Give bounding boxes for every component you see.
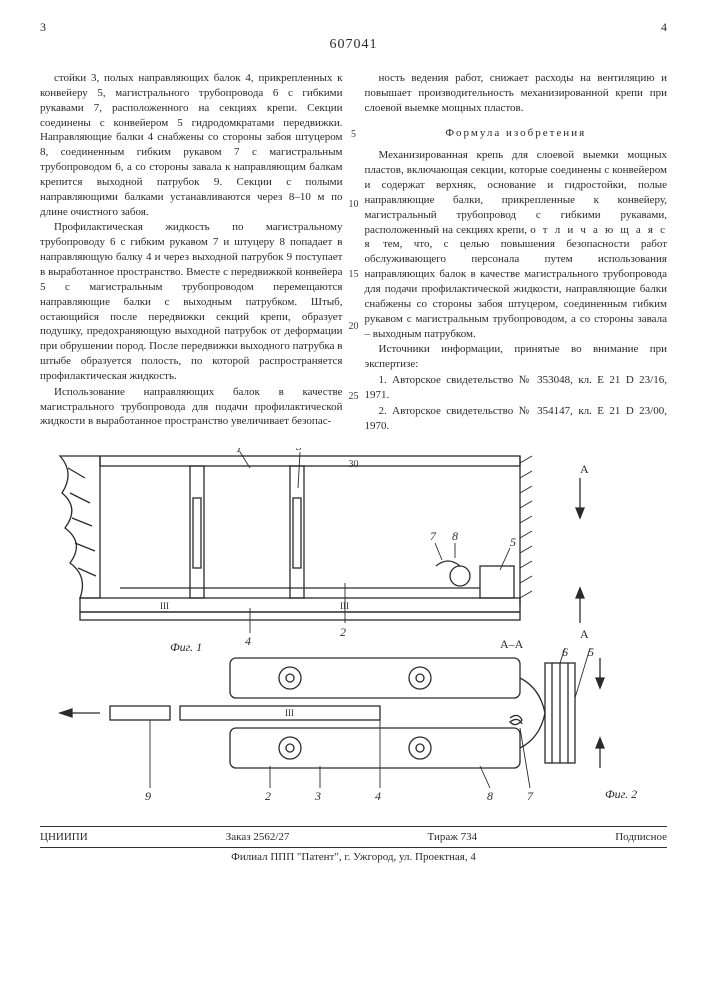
section-a-top: A: [580, 462, 589, 476]
callout: 5: [588, 645, 594, 659]
footer-tirazh: Тираж 734: [428, 831, 478, 843]
text-columns: стойки 3, полых направляющих балок 4, пр…: [40, 71, 667, 434]
hatch-mark: III: [285, 708, 294, 718]
source-item: 2. Авторское свидетельство № 354147, кл.…: [365, 404, 668, 434]
footer: ЦНИИПИ Заказ 2562/27 Тираж 734 Подписное: [40, 826, 667, 848]
line-num: 20: [349, 321, 359, 332]
hatch-mark: III: [340, 601, 349, 611]
sources-title: Источники информации, принятые во вниман…: [365, 342, 668, 372]
callout: 2: [265, 789, 271, 803]
line-num: 25: [349, 391, 359, 402]
formula-title: Формула изобретения: [365, 126, 668, 141]
hatch-mark: III: [160, 601, 169, 611]
line-num: 10: [349, 199, 359, 210]
page-num-left: 3: [40, 20, 46, 35]
fig1-label: Фиг. 1: [170, 640, 202, 654]
line-num: 15: [349, 269, 359, 280]
claim-part: тем, что, с целью повышения безопасности…: [365, 238, 668, 339]
callout: 6: [562, 645, 568, 659]
callout: 7: [430, 529, 437, 543]
footer-org: ЦНИИПИ: [40, 831, 88, 843]
view-aa: A–A: [500, 637, 524, 651]
callout: 3: [314, 789, 321, 803]
claim: Механизированная крепь для слоевой выемк…: [365, 148, 668, 341]
fig2-label: Фиг. 2: [605, 787, 637, 801]
footer-order: Заказ 2562/27: [226, 831, 290, 843]
callout: 8: [452, 529, 458, 543]
para: Профилактическая жидкость по магистральн…: [40, 220, 343, 383]
callout: 4: [375, 789, 381, 803]
callout: 1: [236, 448, 242, 455]
column-left: стойки 3, полых направляющих балок 4, пр…: [40, 71, 343, 434]
para: Использование направляющих балок в качес…: [40, 385, 343, 430]
section-a-bot: A: [580, 627, 589, 641]
line-num: 5: [351, 129, 356, 140]
callout: 4: [245, 634, 251, 648]
source-item: 1. Авторское свидетельство № 353048, кл.…: [365, 373, 668, 403]
footer-sign: Подписное: [615, 831, 667, 843]
footer-sub: Филиал ППП "Патент", г. Ужгород, ул. Про…: [40, 851, 667, 863]
figures-area: III III: [40, 448, 667, 818]
callout: 9: [145, 789, 151, 803]
callout: 7: [527, 789, 534, 803]
para: стойки 3, полых направляющих балок 4, пр…: [40, 71, 343, 219]
callout: 3: [295, 448, 302, 453]
patent-number: 607041: [40, 37, 667, 53]
column-right: ность ведения работ, снижает расходы на …: [365, 71, 668, 434]
callout: 2: [340, 625, 346, 639]
figures-svg: III III: [40, 448, 667, 818]
page-header: 3 4: [40, 20, 667, 35]
callout: 8: [487, 789, 493, 803]
callout: 5: [510, 535, 516, 549]
page-num-right: 4: [661, 20, 667, 35]
patent-page: 3 4 607041 5 10 15 20 25 30 стойки 3, по…: [0, 0, 707, 1000]
para: ность ведения работ, снижает расходы на …: [365, 71, 668, 116]
